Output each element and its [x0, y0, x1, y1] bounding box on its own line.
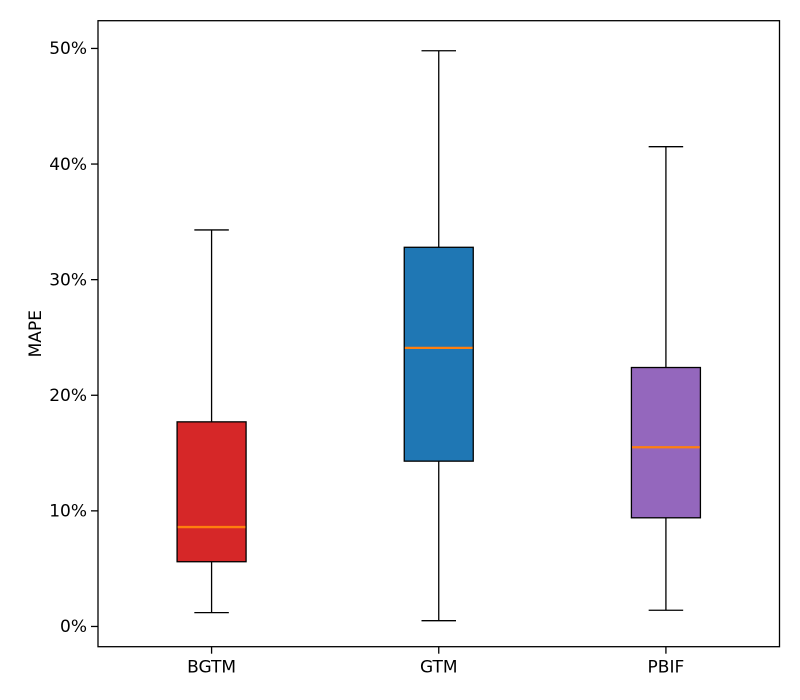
y-tick-label: 30% — [49, 270, 87, 290]
x-tick-label-bgtm: BGTM — [187, 658, 236, 678]
y-tick-label: 40% — [49, 155, 87, 175]
box-gtm — [403, 246, 474, 462]
x-tick-label-pbif: PBIF — [648, 658, 685, 678]
y-tick-label: 10% — [49, 502, 87, 522]
box-bgtm — [176, 421, 247, 563]
y-tick-label: 20% — [49, 386, 87, 406]
box-pbif — [630, 366, 702, 519]
y-tick-label: 50% — [49, 39, 87, 59]
x-tick-label-gtm: GTM — [420, 658, 458, 678]
y-tick-label: 0% — [60, 617, 87, 637]
y-axis-label: MAPE — [26, 310, 46, 357]
